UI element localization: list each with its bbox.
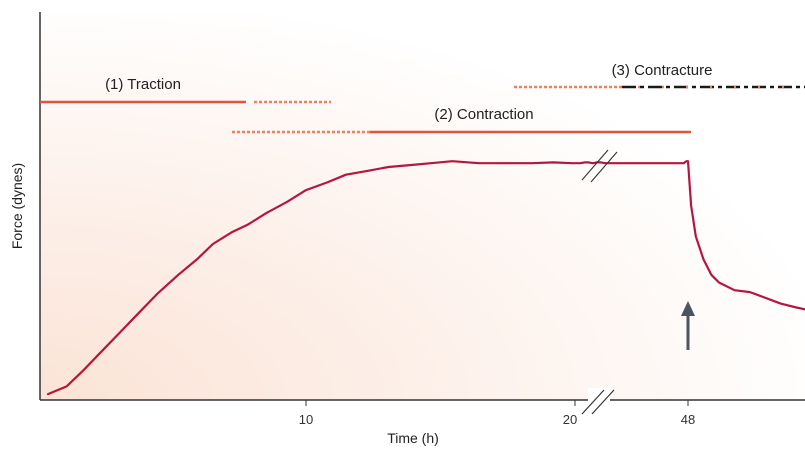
phase-contracture-label: (3) Contracture xyxy=(612,62,713,79)
x-tick-label-20: 20 xyxy=(563,412,577,427)
curve-break xyxy=(581,149,618,183)
x-axis-break xyxy=(581,388,615,415)
plot-background xyxy=(40,12,805,400)
phase-contracture: (3) Contracture xyxy=(514,62,805,89)
phase-contraction-label: (2) Contraction xyxy=(434,106,533,123)
x-axis-label: Time (h) xyxy=(387,430,439,446)
phase-traction: (1) Traction xyxy=(40,76,331,104)
phase-traction-label: (1) Traction xyxy=(105,76,181,93)
x-tick-label-10: 10 xyxy=(299,412,313,427)
event-arrow-head xyxy=(681,301,695,316)
phase-contraction: (2) Contraction xyxy=(232,106,691,134)
event-arrow xyxy=(681,301,695,350)
force-curve xyxy=(46,160,805,396)
y-axis-label: Force (dynes) xyxy=(9,163,25,249)
x-tick-label-48: 48 xyxy=(681,412,695,427)
